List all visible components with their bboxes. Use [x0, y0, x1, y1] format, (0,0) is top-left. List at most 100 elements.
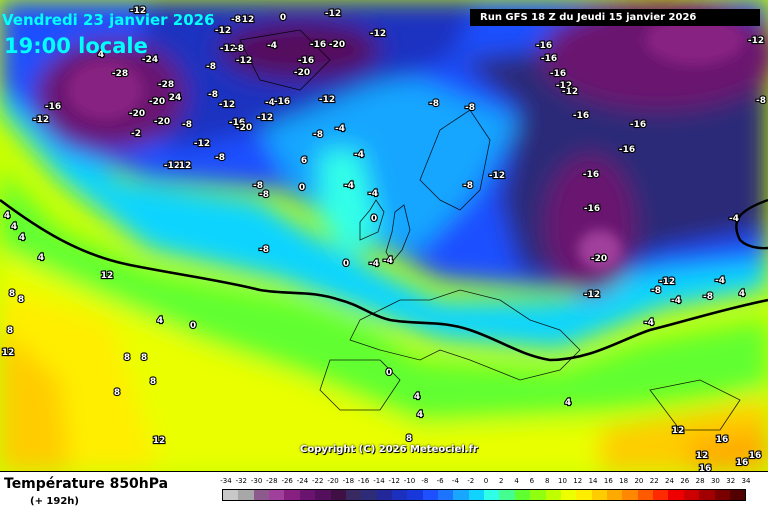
temperature-value-label: -28 — [158, 80, 174, 90]
temperature-value-label: 12 — [179, 161, 192, 171]
temperature-value-label: -12 — [325, 9, 341, 19]
color-scale-swatch — [591, 490, 607, 500]
temperature-value-label: 8 — [406, 434, 412, 444]
color-scale-swatch — [668, 490, 684, 500]
temperature-value-label: 4 — [157, 316, 163, 326]
temperature-value-label: 8 — [7, 326, 13, 336]
temperature-value-label: 8 — [141, 353, 147, 363]
color-scale-swatch — [514, 490, 531, 500]
temperature-value-label: -4 — [344, 181, 354, 191]
color-scale-swatch — [699, 490, 715, 500]
color-scale-swatch — [683, 490, 700, 500]
temperature-value-label: -8 — [215, 153, 225, 163]
temperature-value-label: -8 — [208, 90, 218, 100]
color-scale-tick-label: 32 — [726, 477, 736, 485]
temperature-value-label: -12 — [489, 171, 505, 181]
color-scale-tick-label: 2 — [499, 477, 504, 485]
color-scale-tick-label: 14 — [588, 477, 598, 485]
color-scale-tick-label: 18 — [619, 477, 629, 485]
temperature-value-label: -12 — [219, 100, 235, 110]
temperature-value-label: -20 — [129, 109, 145, 119]
color-scale-swatch — [637, 490, 654, 500]
temperature-map: -12-8 12 0 -12-12-12-4 -16 -20-12-8-24-28-8-1… — [0, 0, 768, 471]
color-scale-swatch — [545, 490, 561, 500]
temperature-value-label: 4 — [38, 253, 44, 263]
legend-footer: Température 850hPa (+ 192h) -34 -32 -30 -28… — [0, 471, 768, 512]
color-scale-bar — [222, 489, 746, 501]
color-scale-tick-label: -26 — [281, 477, 293, 485]
color-scale-swatch — [269, 490, 285, 500]
zero-isotherm-east — [735, 198, 768, 250]
temperature-value-label: 16 — [749, 451, 762, 461]
temperature-value-label: -4 — [369, 259, 379, 269]
temperature-value-label: -12 — [562, 87, 578, 97]
temperature-value-label: -28 — [112, 69, 128, 79]
temperature-value-label: 12 — [2, 348, 15, 358]
temperature-value-label: -4 — [644, 318, 654, 328]
color-scale-tick-label: 0 — [483, 477, 489, 485]
color-scale-tick-label: 22 — [649, 477, 659, 485]
color-scale-swatch — [653, 490, 669, 500]
temperature-value-label: 12 — [153, 436, 166, 446]
color-scale-tick-label: -18 — [342, 477, 355, 485]
temperature-value-label: -4 — [715, 276, 725, 286]
temperature-value-label: 16 — [699, 464, 712, 471]
temperature-value-label: -20 — [591, 254, 607, 264]
color-scale-tick-label: -14 — [373, 477, 385, 485]
color-scale-swatch — [407, 490, 423, 500]
color-scale-tick-label: -8 — [421, 477, 429, 485]
color-scale-swatch — [253, 490, 270, 500]
temperature-value-label: 12 — [696, 451, 709, 461]
temperature-labels: -12-8 12 0 -12-12-12-4 -16 -20-12-8-24-28-8-1… — [1, 5, 767, 471]
color-scale-tick-label: -10 — [403, 477, 416, 485]
temperature-value-label: -16 — [573, 111, 589, 121]
coastlines — [239, 29, 741, 431]
temperature-value-label: -12 — [556, 81, 572, 91]
color-scale-swatch — [714, 490, 730, 500]
temperature-value-label: -20 — [236, 123, 252, 133]
color-scale-tick-label: 6 — [529, 477, 535, 485]
temperature-value-label: 4 — [565, 398, 571, 408]
forecast-local-time: 19:00 locale — [4, 34, 148, 58]
color-scale-swatch — [499, 490, 515, 500]
temperature-value-label: 8 — [9, 289, 15, 299]
temperature-cores — [67, 15, 745, 270]
temperature-value-label: -20 — [149, 97, 165, 107]
temperature-value-label: -12 — [194, 139, 210, 149]
temperature-value-label: 24 — [169, 93, 182, 103]
temperature-value-label: -12 — [659, 277, 675, 287]
color-scale-tick-label: 4 — [514, 477, 519, 485]
color-scale-swatch — [468, 490, 485, 500]
color-scale-tick-label: 8 — [544, 477, 550, 485]
temperature-value-label: -16 — [550, 69, 566, 79]
temperature-value-label: -12 — [220, 44, 236, 54]
temperature-value-label: -16 — [584, 204, 600, 214]
temperature-value-label: -8 — [703, 292, 713, 302]
temperature-value-label: 6 — [301, 156, 307, 166]
temperature-value-label: -8 — [182, 120, 192, 130]
temperature-value-label: 4 — [739, 289, 745, 299]
temperature-value-label: -8 — [259, 245, 269, 255]
color-scale-tick-label: 20 — [634, 477, 644, 485]
color-scale-swatch — [361, 490, 377, 500]
temperature-value-label: -4 — [267, 41, 277, 51]
color-scale-tick-label: 10 — [558, 477, 567, 485]
temperature-value-label: -12 — [319, 95, 335, 105]
temperature-value-label: 8 — [150, 377, 156, 387]
temperature-value-label: 4 — [417, 410, 423, 420]
color-scale-swatch — [622, 490, 638, 500]
color-scale-swatch — [238, 490, 254, 500]
temperature-value-label: -8 — [463, 181, 473, 191]
temperature-value-label: 8 — [114, 388, 120, 398]
zero-isotherm — [0, 198, 768, 362]
color-scale-tick-label: 24 — [665, 477, 674, 485]
color-scale-tick-label: 16 — [603, 477, 613, 485]
temperature-value-label: -4 — [368, 189, 378, 199]
model-run-info: Run GFS 18 Z du Jeudi 15 janvier 2026 — [470, 9, 760, 26]
forecast-date: Vendredi 23 janvier 2026 — [2, 11, 215, 29]
temperature-value-label: -8 — [756, 96, 766, 106]
color-scale-swatch — [422, 490, 439, 500]
temperature-value-label: 0 — [371, 214, 377, 224]
color-scale-swatch — [284, 490, 300, 500]
temperature-value-label: -12 — [370, 29, 386, 39]
